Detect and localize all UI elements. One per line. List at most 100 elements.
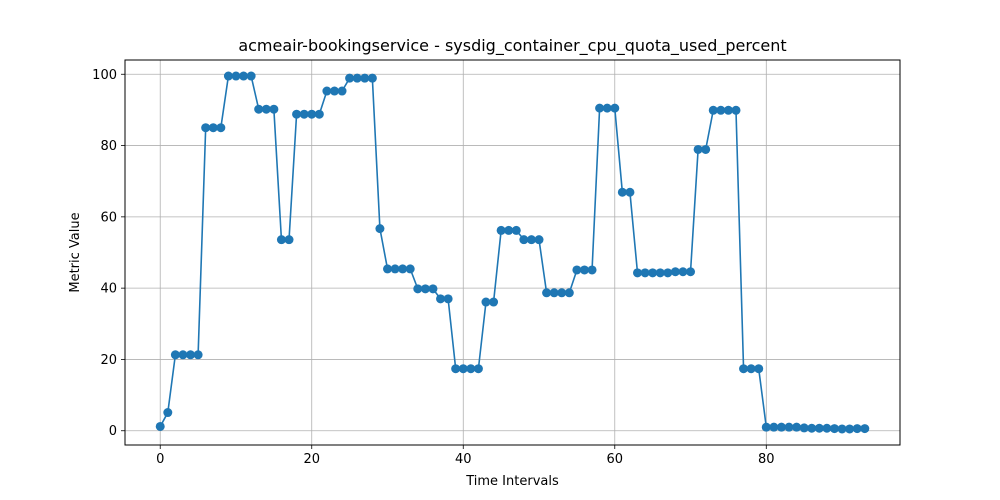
data-point	[246, 71, 256, 81]
data-point	[398, 264, 408, 274]
data-point	[352, 73, 362, 83]
data-point	[420, 284, 430, 294]
data-point	[231, 71, 241, 81]
data-point	[254, 104, 264, 114]
data-point	[549, 288, 559, 298]
data-point	[504, 225, 514, 235]
data-point	[367, 73, 377, 83]
data-point	[640, 268, 650, 278]
data-point	[519, 235, 529, 245]
y-tick-label: 40	[100, 282, 117, 297]
y-tick-label: 80	[100, 139, 117, 154]
data-point	[845, 424, 855, 434]
data-point	[557, 288, 567, 298]
data-point	[829, 424, 839, 434]
data-point	[451, 364, 461, 374]
data-point	[299, 109, 309, 119]
data-point	[489, 297, 499, 307]
data-point	[307, 109, 317, 119]
data-point	[322, 86, 332, 96]
data-point	[155, 421, 165, 431]
data-point	[617, 187, 627, 197]
data-point	[739, 364, 749, 374]
series-line-group	[155, 71, 870, 434]
data-point	[776, 422, 786, 432]
data-point	[534, 235, 544, 245]
data-point	[784, 422, 794, 432]
data-point	[686, 267, 696, 277]
y-tick-label: 0	[109, 424, 117, 439]
data-point	[269, 104, 279, 114]
data-point	[473, 364, 483, 374]
data-point	[170, 350, 180, 360]
data-point	[754, 364, 764, 374]
data-point	[579, 265, 589, 275]
data-point	[633, 268, 642, 278]
chart-title: acmeair-bookingservice - sysdig_containe…	[238, 36, 786, 56]
data-point	[466, 364, 476, 374]
data-point	[716, 105, 726, 115]
y-tick-label: 60	[100, 210, 117, 225]
data-point	[496, 225, 506, 235]
data-point	[610, 103, 620, 113]
data-point	[276, 235, 286, 245]
data-point	[345, 73, 355, 83]
data-point	[837, 424, 847, 434]
data-point	[443, 294, 453, 304]
data-point	[799, 423, 809, 433]
plot-area	[125, 60, 900, 445]
data-point	[375, 224, 385, 234]
x-tick-label: 40	[455, 452, 472, 467]
x-axis-label: Time Intervals	[465, 474, 559, 489]
data-point	[292, 109, 302, 119]
data-point	[526, 235, 536, 245]
x-tick-label: 60	[606, 452, 623, 467]
y-tick-label: 100	[92, 68, 117, 83]
plot-frame	[124, 59, 901, 446]
data-point	[595, 103, 605, 113]
data-point	[852, 424, 862, 434]
data-point	[822, 423, 832, 433]
data-point	[216, 123, 226, 133]
data-point	[329, 86, 339, 96]
data-point	[390, 264, 400, 274]
data-point	[769, 422, 779, 432]
data-point	[746, 364, 756, 374]
data-point	[860, 424, 870, 434]
data-point	[360, 73, 370, 83]
data-point	[458, 364, 468, 374]
data-point	[572, 265, 582, 275]
data-point	[807, 423, 817, 433]
x-tick-label: 0	[156, 452, 164, 467]
axis-ticks: 0 20 40 60 80 0 20 40 60 80 100	[92, 68, 774, 467]
data-point	[178, 350, 188, 360]
data-point	[413, 284, 423, 294]
data-point	[678, 267, 688, 277]
data-point	[708, 105, 718, 115]
data-point	[405, 264, 415, 274]
y-tick-label: 20	[100, 353, 117, 368]
data-point	[163, 408, 173, 418]
data-point	[208, 123, 218, 133]
x-tick-label: 20	[303, 452, 320, 467]
data-point	[814, 423, 824, 433]
data-point	[436, 294, 446, 304]
data-point	[186, 350, 196, 360]
data-point	[648, 268, 658, 278]
data-point	[792, 422, 802, 432]
data-point	[201, 123, 211, 133]
data-point	[655, 268, 665, 278]
data-point	[284, 235, 294, 245]
data-point	[223, 71, 233, 81]
data-point	[511, 225, 521, 235]
x-tick-label: 80	[758, 452, 775, 467]
grid	[125, 60, 900, 445]
data-point	[383, 264, 392, 274]
data-point	[602, 103, 612, 113]
y-axis-label: Metric Value	[68, 212, 83, 292]
data-point	[542, 288, 552, 298]
data-point	[670, 267, 680, 277]
data-point	[564, 288, 574, 298]
data-point	[663, 268, 673, 278]
data-point	[731, 105, 741, 115]
